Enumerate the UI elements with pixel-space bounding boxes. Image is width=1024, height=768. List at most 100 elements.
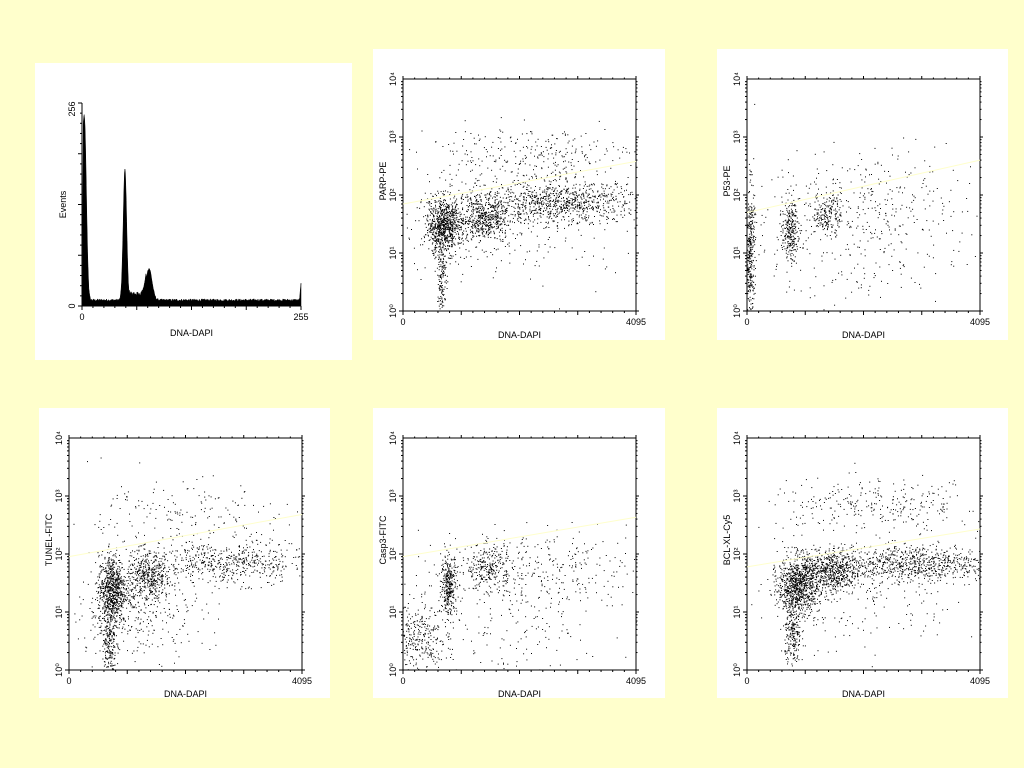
scatter-point <box>107 560 109 562</box>
scatter-point <box>436 215 438 217</box>
scatter-point <box>578 205 580 207</box>
scatter-point <box>565 212 567 213</box>
scatter-point <box>114 526 116 528</box>
scatter-point <box>457 169 459 171</box>
scatter-point <box>799 247 801 248</box>
scatter-point <box>546 191 548 193</box>
scatter-point <box>771 179 773 181</box>
scatter-point <box>476 209 478 211</box>
scatter-point <box>458 212 460 214</box>
scatter-point <box>788 224 790 225</box>
scatter-point <box>446 212 448 214</box>
scatter-point <box>443 201 444 203</box>
scatter-point <box>825 222 827 224</box>
scatter-point <box>563 204 565 206</box>
scatter-point <box>496 220 498 222</box>
scatter-point <box>120 562 122 563</box>
scatter-point <box>574 208 576 210</box>
scatter-point <box>551 193 553 195</box>
scatter-point <box>522 182 524 184</box>
scatter-point <box>565 190 567 191</box>
scatter-point <box>531 146 533 148</box>
scatter-point <box>104 604 106 606</box>
scatter-point <box>749 277 751 279</box>
scatter-point <box>549 205 551 207</box>
scatter-point <box>591 200 593 202</box>
scatter-point <box>861 187 863 189</box>
scatter-point <box>459 247 461 249</box>
scatter-point <box>522 201 524 203</box>
scatter-point <box>546 208 548 210</box>
scatter-point <box>455 212 457 214</box>
scatter-point <box>626 151 628 153</box>
scatter-point <box>792 219 793 221</box>
scatter-point <box>444 217 446 219</box>
scatter-point <box>884 199 886 201</box>
scatter-point <box>787 260 789 262</box>
scatter-point <box>470 256 472 258</box>
scatter-point <box>439 280 440 282</box>
scatter-point <box>976 215 978 217</box>
scatter-point <box>106 601 108 603</box>
scatter-point <box>932 220 934 222</box>
scatter-point <box>864 213 866 215</box>
scatter-point <box>467 234 469 236</box>
scatter-point <box>601 215 603 217</box>
scatter-point <box>120 606 122 608</box>
scatter-point <box>500 141 502 143</box>
scatter-point <box>473 137 475 139</box>
scatter-point <box>753 226 755 228</box>
scatter-point <box>430 236 432 238</box>
scatter-point <box>589 222 591 224</box>
scatter-point <box>557 201 559 203</box>
scatter-point <box>604 268 606 270</box>
scatter-point <box>559 205 561 207</box>
scatter-point <box>451 244 452 246</box>
scatter-point <box>565 171 567 173</box>
scatter-point <box>446 237 448 239</box>
scatter-point <box>460 202 462 204</box>
scatter-point <box>466 239 468 241</box>
scatter-point <box>974 256 976 257</box>
scatter-point <box>503 219 505 221</box>
scatter-point <box>117 593 119 595</box>
scatter-point <box>439 233 441 235</box>
scatter-point <box>950 264 952 266</box>
scatter-point <box>574 177 576 179</box>
scatter-point <box>501 148 503 150</box>
scatter-point <box>113 574 115 576</box>
scatter-point <box>874 147 876 149</box>
scatter-point <box>748 239 750 241</box>
scatter-point <box>472 219 474 221</box>
scatter-point <box>110 569 111 570</box>
scatter-point <box>102 567 104 569</box>
scatter-point <box>441 269 443 271</box>
scatter-point <box>103 593 105 595</box>
scatter-point <box>752 281 754 283</box>
scatter-point <box>754 208 755 210</box>
scatter-point <box>535 209 537 211</box>
scatter-point <box>574 199 576 200</box>
scatter-point <box>532 177 533 179</box>
scatter-point <box>794 238 796 240</box>
scatter-point <box>774 196 776 198</box>
scatter-point <box>496 238 498 240</box>
scatter-point <box>752 211 754 213</box>
scatter-point <box>438 231 440 233</box>
scatter-point <box>749 216 751 218</box>
scatter-point <box>753 293 755 295</box>
scatter-point <box>116 592 118 594</box>
y-tick-label: 10² <box>732 188 742 201</box>
scatter-point <box>479 185 481 187</box>
scatter-point <box>595 145 597 147</box>
scatter-point <box>437 223 439 225</box>
scatter-point <box>785 250 787 252</box>
scatter-point <box>499 196 501 198</box>
scatter-point <box>485 250 487 252</box>
scatter-point <box>453 202 455 204</box>
scatter-point <box>498 216 500 218</box>
scatter-point <box>487 217 489 219</box>
scatter-point <box>751 174 753 176</box>
scatter-point <box>441 218 443 220</box>
scatter-point <box>515 195 516 197</box>
